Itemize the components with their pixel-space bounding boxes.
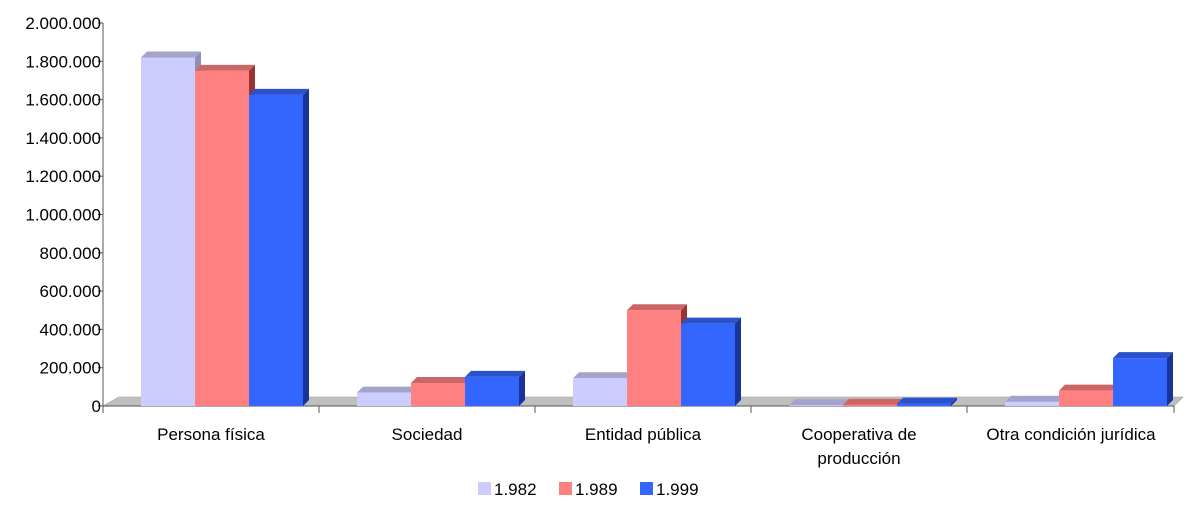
y-axis: 0 200.000 400.000 600.000 800.000 1.000.000 1.… [25,14,104,416]
y-tick-label: 400.000 [40,320,101,339]
legend-swatch [478,482,491,495]
bar [357,386,417,406]
legend-swatch [559,482,572,495]
bar [1113,352,1173,406]
bar [627,304,687,406]
y-tick-label: 1.600.000 [25,91,101,110]
category-label: Otra condición jurídica [986,425,1156,444]
bar [249,88,309,406]
legend: 1.982 1.989 1.999 [478,480,699,499]
y-tick-label: 1.400.000 [25,129,101,148]
category-labels: Persona física Sociedad Entidad pública Coo… [157,425,1156,468]
category-label: Cooperativa de [801,425,916,444]
category-label: Entidad pública [585,425,702,444]
bar [681,317,741,406]
bar [195,64,255,406]
bar [141,51,201,406]
category-label: producción [817,449,900,468]
bar [573,372,633,406]
bar [843,398,903,406]
bar [897,397,957,406]
y-tick-label: 0 [92,397,101,416]
bar [1005,395,1065,406]
legend-swatch [640,482,653,495]
category-label: Persona física [157,425,265,444]
legend-label: 1.999 [656,480,699,499]
bar [465,370,525,406]
legend-label: 1.989 [575,480,618,499]
bar [789,399,849,406]
y-tick-label: 1.000.000 [25,206,101,225]
y-tick-label: 800.000 [40,244,101,263]
category-label: Sociedad [392,425,463,444]
bars [141,51,1173,406]
y-tick-label: 200.000 [40,359,101,378]
bar [411,377,471,406]
y-tick-label: 1.800.000 [25,52,101,71]
bar [1059,384,1119,406]
legend-label: 1.982 [494,480,537,499]
y-tick-label: 600.000 [40,282,101,301]
y-tick-label: 2.000.000 [25,14,101,33]
y-tick-label: 1.200.000 [25,167,101,186]
